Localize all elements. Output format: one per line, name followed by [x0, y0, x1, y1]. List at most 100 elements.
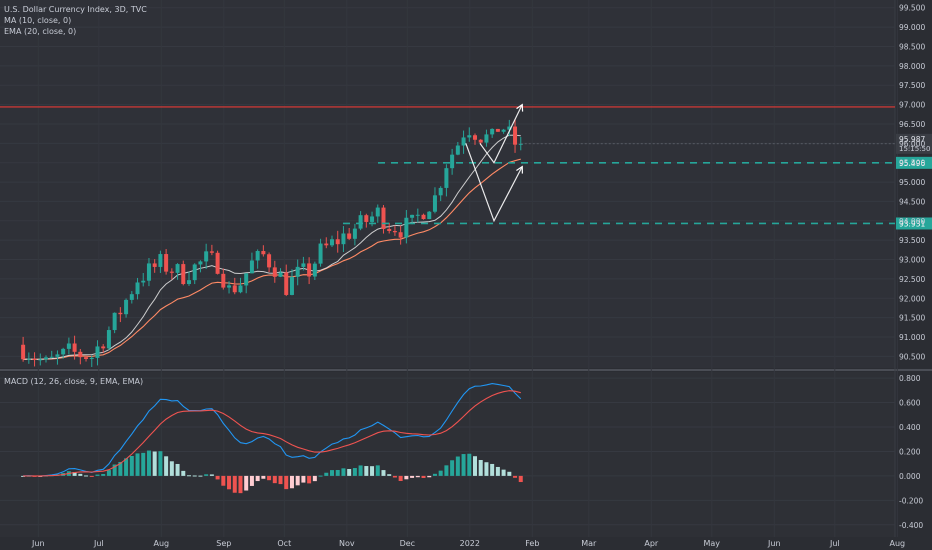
macd-histogram-bar — [392, 475, 397, 478]
macd-histogram-bar — [289, 475, 294, 489]
support-price-tag — [896, 217, 932, 230]
signal-line — [23, 390, 521, 477]
macd-histogram-bar — [295, 475, 300, 486]
macd-histogram-bar — [467, 453, 472, 476]
candle-body — [387, 228, 392, 232]
price-tick-label: 96.500 — [899, 120, 925, 129]
candle-body — [112, 312, 117, 331]
macd-tick-label: 0.800 — [899, 374, 921, 383]
time-tick-label: Aug — [153, 539, 169, 548]
support-price-label: 93.931 — [899, 219, 925, 228]
price-tick-label: 95.000 — [899, 178, 925, 187]
candle-body — [152, 263, 157, 267]
candle-body — [392, 231, 397, 233]
candle-body — [169, 271, 174, 273]
candle-body — [375, 207, 380, 217]
ma-line — [23, 134, 521, 360]
candle-body — [370, 216, 375, 222]
price-tick-label: 94.000 — [899, 217, 925, 226]
price-tick-label: 97.000 — [899, 101, 925, 110]
price-tick-label: 91.000 — [899, 333, 925, 342]
price-tick-label: 93.000 — [899, 256, 925, 265]
candle-body — [66, 343, 71, 349]
candle-body — [106, 330, 111, 349]
macd-histogram-bar — [129, 455, 134, 476]
macd-title: MACD (12, 26, close, 9, EMA, EMA) — [4, 377, 144, 386]
candle-body — [164, 254, 169, 272]
candle-body — [255, 251, 260, 261]
candle-body — [307, 263, 312, 277]
candle-body — [421, 214, 426, 220]
candle-body — [84, 357, 89, 359]
time-tick-label: Aug — [889, 539, 905, 548]
macd-histogram-bar — [278, 475, 283, 485]
candle-body — [284, 272, 289, 295]
time-tick-label: Nov — [339, 539, 355, 548]
candle-body — [484, 134, 489, 143]
candle-body — [89, 357, 94, 359]
candle-body — [232, 285, 237, 293]
macd-histogram-bar — [513, 475, 518, 478]
candle-body — [318, 243, 323, 264]
macd-histogram-bar — [501, 469, 506, 476]
candle-body — [198, 261, 203, 265]
macd-histogram-bar — [484, 462, 489, 476]
macd-histogram-bar — [175, 463, 180, 476]
macd-histogram-bar — [249, 475, 254, 486]
macd-histogram-bar — [335, 469, 340, 476]
candle-body — [249, 260, 254, 274]
candle-body — [444, 168, 449, 188]
time-tick-label: Oct — [277, 539, 291, 548]
candle-body — [381, 207, 386, 229]
candle-body — [61, 348, 66, 355]
macd-histogram-bar — [398, 475, 403, 481]
ema-legend: EMA (20, close, 0) — [4, 27, 77, 36]
candle-body — [141, 280, 146, 283]
macd-histogram-bar — [118, 461, 123, 476]
candle-body — [289, 276, 294, 295]
macd-histogram-bar — [255, 475, 260, 482]
macd-tick-label: -0.400 — [899, 521, 923, 530]
price-tick-label: 94.500 — [899, 197, 925, 206]
time-tick-label: May — [704, 539, 721, 548]
macd-histogram-bar — [341, 468, 346, 476]
candle-body — [461, 137, 466, 146]
macd-histogram-bar — [221, 475, 226, 486]
candle-body — [330, 239, 334, 246]
price-tick-label: 98.500 — [899, 42, 925, 51]
candle-body — [455, 145, 460, 155]
candle-body — [49, 356, 54, 358]
macd-histogram-bar — [478, 460, 483, 476]
macd-histogram-bar — [358, 465, 363, 476]
macd-histogram-bar — [192, 475, 197, 477]
macd-histogram-bar — [244, 475, 249, 491]
candle-body — [358, 215, 363, 229]
time-tick-label: Feb — [525, 539, 539, 548]
macd-histogram-bar — [72, 472, 77, 476]
candle-layer — [21, 119, 523, 367]
macd-histogram-bar — [164, 456, 169, 476]
macd-histogram-bar — [495, 466, 500, 476]
macd-histogram-bar — [267, 475, 272, 481]
macd-tick-label: 0.400 — [899, 423, 921, 432]
macd-histogram-bar — [284, 475, 289, 490]
candle-body — [501, 129, 506, 132]
macd-histogram-bar — [301, 475, 306, 483]
candle-body — [204, 251, 209, 262]
macd-tick-label: 0.000 — [899, 472, 921, 481]
macd-histogram-bar — [518, 475, 523, 483]
candle-body — [490, 128, 495, 135]
time-tick-label: 2022 — [460, 539, 480, 548]
macd-histogram-bar — [198, 475, 203, 477]
macd-legend: MACD (12, 26, close, 9, EMA, EMA) — [4, 376, 143, 387]
candle-body — [101, 346, 106, 349]
macd-histogram-bar — [106, 470, 111, 476]
macd-histogram-bar — [227, 475, 232, 490]
projection-path — [479, 104, 523, 164]
time-tick-label: Jul — [829, 539, 840, 548]
candle-body — [135, 282, 140, 295]
candle-body — [301, 263, 306, 267]
candle-body — [272, 267, 277, 277]
